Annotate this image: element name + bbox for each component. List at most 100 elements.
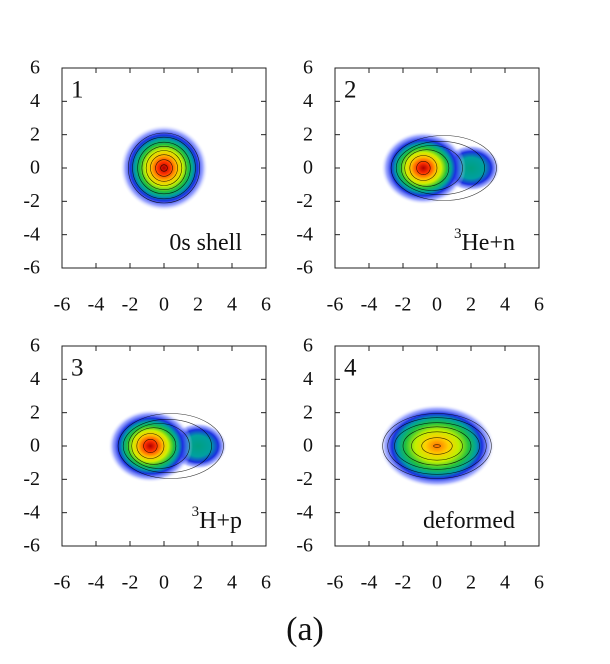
contour: [117, 413, 224, 479]
y-tick-label: 2: [30, 123, 40, 145]
contour: [127, 423, 190, 469]
panel: -6 -4 -2 0 2 4 6 -6 -4 -2 0 2 4 6 1 0s shell: [23, 57, 271, 316]
annotation-part: 3: [454, 226, 462, 242]
y-tick-label: 6: [30, 57, 40, 79]
panel-number: 2: [344, 77, 357, 104]
x-tick-label: 6: [534, 572, 544, 594]
x-tick-label: 4: [227, 294, 237, 316]
y-tick-label: 2: [30, 401, 40, 423]
annotation-part: deformed: [423, 508, 515, 534]
x-tick-label: 2: [193, 572, 203, 594]
y-tick-label: -2: [23, 468, 40, 490]
contour: [416, 161, 431, 175]
x-tick-label: 6: [261, 572, 271, 594]
y-tick-label: 0: [303, 157, 313, 179]
x-tick-label: -2: [395, 294, 412, 316]
contour: [404, 149, 450, 187]
contour: [421, 437, 453, 455]
y-tick-label: 2: [303, 123, 313, 145]
x-tick-label: 0: [432, 572, 442, 594]
y-tick-label: -2: [296, 468, 313, 490]
contour: [400, 145, 463, 191]
x-tick-label: 6: [261, 294, 271, 316]
y-tick-label: 0: [30, 157, 40, 179]
x-tick-label: 0: [159, 572, 169, 594]
y-tick-label: 4: [303, 90, 313, 112]
density-blob: [380, 131, 466, 205]
density-blob: [119, 124, 209, 212]
panel: -6 -4 -2 0 2 4 6 -6 -4 -2 0 2 4 6 4 deformed: [296, 335, 544, 594]
x-tick-label: 4: [500, 294, 510, 316]
contour: [155, 159, 173, 177]
y-tick-label: -4: [23, 223, 40, 245]
contour: [387, 417, 487, 475]
contour: [409, 155, 438, 181]
y-tick-label: -6: [296, 257, 313, 279]
density-blob: [107, 409, 193, 483]
x-tick-label: -2: [122, 294, 139, 316]
plot-area: [107, 409, 227, 483]
contour: [382, 413, 492, 479]
y-tick-label: 0: [30, 435, 40, 457]
contour: [128, 132, 201, 204]
panel-number: 3: [71, 355, 84, 382]
x-tick-label: -4: [88, 572, 105, 594]
annotation: deformed: [423, 508, 515, 534]
panel-number: 4: [344, 355, 357, 382]
annotation: 3H+p: [192, 504, 242, 533]
y-tick-label: -4: [23, 501, 40, 523]
contour: [145, 150, 183, 186]
x-tick-label: -4: [361, 294, 378, 316]
x-tick-label: 2: [193, 294, 203, 316]
y-tick-label: 0: [303, 435, 313, 457]
plot-area: [119, 124, 209, 212]
x-tick-label: -6: [327, 294, 344, 316]
annotation-part: He+n: [461, 230, 515, 256]
y-tick-label: -2: [296, 190, 313, 212]
contour: [136, 433, 165, 459]
density-blob: [379, 404, 495, 488]
annotation-part: 0s shell: [169, 230, 242, 256]
x-tick-label: 0: [159, 294, 169, 316]
contour: [143, 439, 158, 453]
panel: -6 -4 -2 0 2 4 6 -6 -4 -2 0 2 4 6 2 3He+n: [296, 57, 544, 316]
contour: [390, 135, 497, 201]
y-tick-label: -2: [23, 190, 40, 212]
y-tick-label: -6: [23, 257, 40, 279]
contour: [394, 422, 480, 470]
panel-number: 1: [71, 77, 84, 104]
annotation: 0s shell: [169, 230, 242, 256]
x-tick-label: 2: [466, 294, 476, 316]
y-tick-label: 6: [30, 335, 40, 357]
contour: [131, 427, 177, 465]
y-tick-label: 4: [303, 368, 313, 390]
x-tick-label: -2: [395, 572, 412, 594]
x-tick-label: 4: [227, 572, 237, 594]
y-tick-label: 6: [303, 57, 313, 79]
y-tick-label: -4: [296, 223, 313, 245]
contour: [433, 444, 441, 448]
contour: [411, 431, 463, 461]
x-tick-label: 0: [432, 294, 442, 316]
x-tick-label: -6: [54, 572, 71, 594]
y-tick-label: 4: [30, 90, 40, 112]
contour: [402, 426, 472, 466]
plot-area: [379, 404, 495, 488]
contour: [137, 141, 191, 195]
x-tick-label: 2: [466, 572, 476, 594]
y-tick-label: -4: [296, 501, 313, 523]
contour: [395, 141, 485, 195]
contour: [141, 146, 187, 190]
y-tick-label: 6: [303, 335, 313, 357]
contour: [132, 136, 196, 200]
annotation: 3He+n: [454, 226, 515, 255]
annotation-part: 3: [192, 504, 200, 520]
x-tick-label: 6: [534, 294, 544, 316]
x-tick-label: -2: [122, 572, 139, 594]
plot-area: [380, 131, 500, 205]
x-tick-label: -6: [327, 572, 344, 594]
x-tick-label: 4: [500, 572, 510, 594]
caption: (a): [286, 611, 324, 648]
